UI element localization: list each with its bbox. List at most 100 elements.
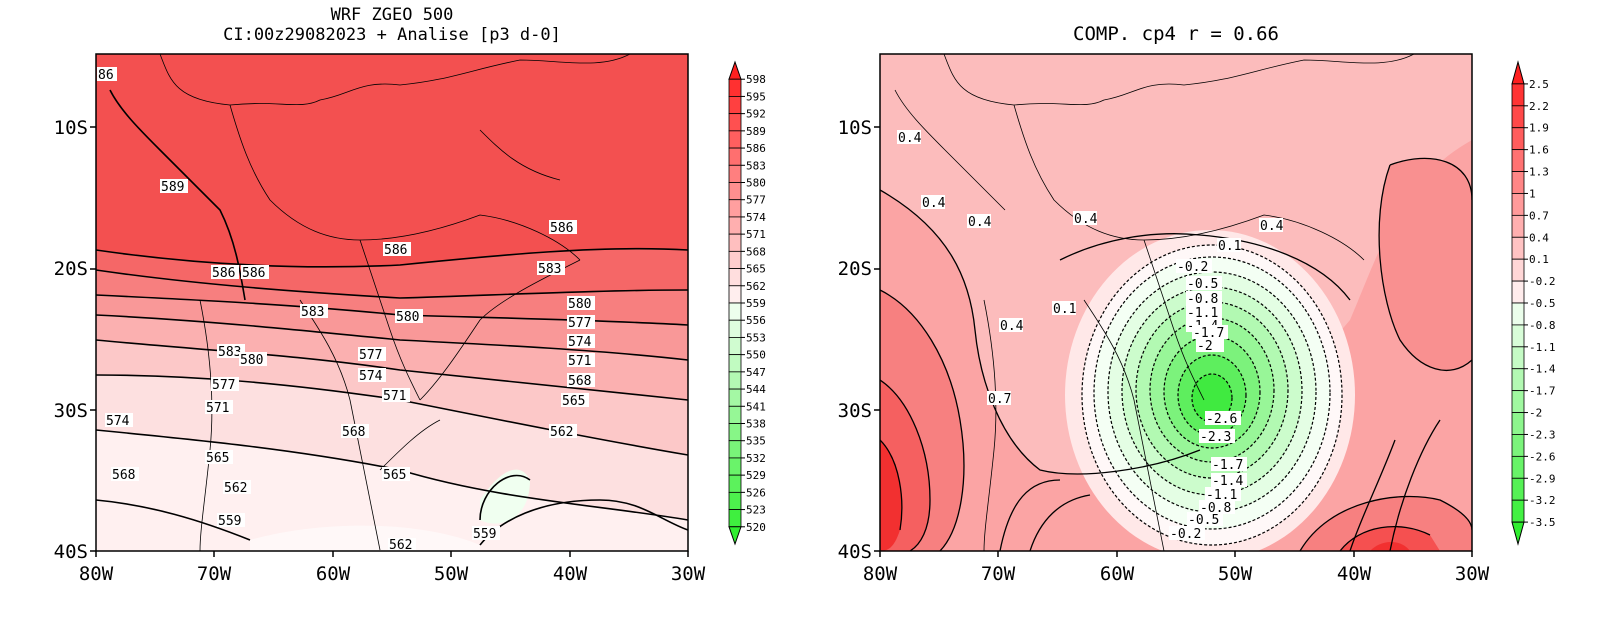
right-lat-labels: 10S 20S 30S 40S [838, 117, 872, 563]
colorbar-label: 1.6 [1529, 144, 1549, 157]
colorbar-swatch [728, 233, 742, 252]
left-title-line2: CI:00z29082023 + Analise [p3 d-0] [223, 25, 561, 45]
contour-label: 568 [342, 425, 365, 440]
colorbar-label: 556 [746, 314, 766, 327]
colorbar-swatch [728, 457, 742, 476]
lat-label: 30S [54, 400, 88, 422]
colorbar-swatch [1511, 193, 1525, 216]
contour-label: 574 [359, 369, 383, 384]
contour-label: 0.4 [1000, 319, 1024, 334]
lon-label: 70W [981, 563, 1016, 585]
left-map: WRF ZGEO 500 CI:00z29082023 + Analise [p… [54, 5, 767, 585]
contour-label: 0.1 [1218, 239, 1241, 254]
colorbar-swatch [1511, 236, 1525, 260]
colorbar-label: -1.4 [1529, 363, 1556, 376]
colorbar-label: 0.4 [1529, 231, 1549, 244]
colorbar-swatch [1511, 105, 1525, 129]
colorbar-swatch [1511, 324, 1525, 348]
contour-label: 574 [106, 414, 130, 429]
contour-label: -0.5 [1187, 277, 1218, 292]
contour-label: 568 [568, 374, 591, 389]
right-title: COMP. cp4 r = 0.66 [1073, 23, 1279, 45]
contour-label: -2 [1197, 339, 1213, 354]
colorbar-swatch [1511, 455, 1525, 479]
colorbar-label: 559 [746, 297, 766, 310]
lat-label: 10S [838, 117, 872, 139]
colorbar-label: 571 [746, 228, 766, 241]
left-colorbar: 598 595 592 589 586 583 580 577 574 571 568 565 562 5… [728, 60, 766, 546]
colorbar-swatch [728, 388, 742, 407]
colorbar-top-arrow [728, 60, 742, 80]
contour-label: 86 [98, 68, 114, 83]
contour-label: 565 [206, 451, 229, 466]
colorbar-swatch [1511, 346, 1525, 370]
colorbar-bottom-arrow [1511, 521, 1525, 546]
colorbar-swatch [728, 423, 742, 442]
colorbar-swatch [728, 164, 742, 183]
colorbar-swatch [728, 147, 742, 166]
colorbar-label: 598 [746, 73, 766, 86]
colorbar-label: -1.7 [1529, 385, 1556, 398]
contour-label: 571 [568, 354, 591, 369]
contour-label: 559 [218, 514, 241, 529]
colorbar-label: 529 [746, 469, 766, 482]
contour-label: 586 [384, 243, 407, 258]
colorbar-label: 0.7 [1529, 209, 1549, 222]
lat-label: 10S [54, 117, 88, 139]
left-lat-labels: 10S 20S 30S 40S [54, 117, 88, 563]
colorbar-label: -2.3 [1529, 428, 1556, 441]
colorbar-swatch [1511, 499, 1525, 523]
lat-label: 20S [54, 258, 88, 280]
left-map-fill [96, 54, 688, 551]
colorbar-label: 532 [746, 452, 766, 465]
colorbar-label: 595 [746, 90, 766, 103]
lat-label: 40S [54, 541, 88, 563]
contour-label: 577 [212, 378, 235, 393]
contour-label: 586 [550, 221, 573, 236]
colorbar-swatch [728, 199, 742, 218]
colorbar-swatch [728, 78, 742, 97]
contour-label: 565 [562, 394, 585, 409]
colorbar-label: 1.3 [1529, 166, 1549, 179]
colorbar-swatch [1511, 214, 1525, 238]
colorbar-label: -0.2 [1529, 275, 1556, 288]
contour-label: 583 [301, 305, 324, 320]
contour-label: 0.1 [1053, 302, 1076, 317]
colorbar-swatch [728, 113, 742, 132]
contour-label: 562 [550, 425, 573, 440]
right-colorbar: 2.5 2.2 1.9 1.6 1.3 1 0.7 0.4 0.1 -0.2 -0.5 -0.8 -1.… [1511, 60, 1556, 546]
right-map-frame [879, 53, 1473, 552]
contour-label: 580 [396, 310, 419, 325]
colorbar-swatch [728, 474, 742, 493]
colorbar-label: 577 [746, 194, 766, 207]
right-contour-labels: 0.4 0.4 0.4 0.4 0.4 0.1 -0.2 -0.5 -0.8 -… [897, 130, 1284, 542]
colorbar-top-arrow [1511, 60, 1525, 85]
contour-label: 571 [383, 389, 406, 404]
lat-label: 30S [838, 400, 872, 422]
contour-label: 583 [218, 345, 241, 360]
colorbar-label: 592 [746, 108, 766, 121]
contour-label: 571 [206, 401, 229, 416]
contour-label: 577 [568, 316, 591, 331]
right-map-fill [880, 54, 1472, 551]
colorbar-label: 523 [746, 504, 766, 517]
colorbar-swatch [1511, 258, 1525, 282]
colorbar-label: 562 [746, 280, 766, 293]
colorbar-label: -2 [1529, 407, 1542, 420]
colorbar-swatch [1511, 434, 1525, 457]
colorbar-label: 535 [746, 435, 766, 448]
left-title-line1: WRF ZGEO 500 [331, 5, 454, 25]
right-ticks [874, 126, 1473, 557]
contour-label: -2.3 [1200, 430, 1231, 445]
contour-label: -1.1 [1206, 488, 1237, 503]
colorbar-swatch [728, 371, 742, 390]
lon-label: 50W [434, 563, 469, 585]
colorbar-label: -0.5 [1529, 297, 1556, 310]
right-map: COMP. cp4 r = 0.66 [838, 23, 1556, 585]
colorbar-label: 538 [746, 418, 766, 431]
lon-label: 80W [79, 563, 114, 585]
contour-label: -2.6 [1206, 412, 1237, 427]
right-lon-labels: 80W 70W 60W 50W 40W 30W [863, 563, 1490, 585]
contour-label: -0.8 [1187, 292, 1218, 307]
colorbar-swatch [728, 354, 742, 373]
